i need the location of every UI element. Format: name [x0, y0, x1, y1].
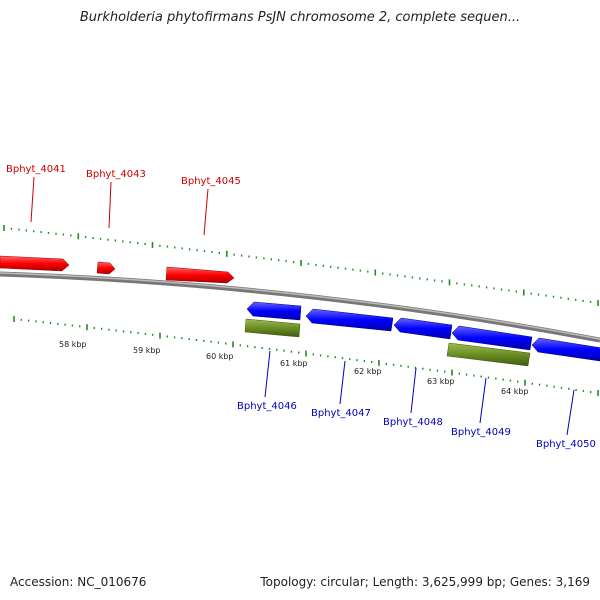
gene-label-bphyt-4045[interactable]: Bphyt_4045	[181, 176, 241, 187]
chromosome-backbone-highlight	[0, 272, 600, 340]
gene-label-bphyt-4043[interactable]: Bphyt_4043	[86, 169, 146, 180]
feature-bar-green-2[interactable]	[446, 342, 531, 367]
gene-arrow-bphyt-4048[interactable]	[393, 317, 453, 340]
chromosome-backbone	[0, 271, 600, 343]
feature-bar-green-1[interactable]	[244, 318, 301, 338]
gene-label-bphyt-4047[interactable]: Bphyt_4047	[311, 408, 371, 419]
gene-label-bphyt-4050[interactable]: Bphyt_4050	[536, 439, 596, 450]
scale-label-58kbp: 58 kbp	[59, 340, 87, 349]
scale-label-59kbp: 59 kbp	[133, 346, 161, 355]
gene-arrow-bphyt-4047[interactable]	[305, 308, 394, 332]
leader-line-bphyt-4046	[264, 350, 271, 398]
leader-line-bphyt-4048	[410, 367, 417, 414]
gene-label-bphyt-4041[interactable]: Bphyt_4041	[6, 164, 66, 175]
scale-label-60kbp: 60 kbp	[206, 352, 234, 361]
leader-line-bphyt-4047	[339, 360, 346, 405]
gene-label-bphyt-4049[interactable]: Bphyt_4049	[451, 427, 511, 438]
leader-line-bphyt-4049	[479, 377, 487, 424]
gene-arrow-bphyt-4049[interactable]	[451, 325, 533, 351]
gene-label-bphyt-4046[interactable]: Bphyt_4046	[237, 401, 297, 412]
leader-line-bphyt-4045	[203, 188, 209, 236]
gene-arrow-bphyt-4043[interactable]	[96, 261, 116, 275]
scale-label-61kbp: 61 kbp	[280, 359, 308, 368]
gene-label-bphyt-4048[interactable]: Bphyt_4048	[383, 417, 443, 428]
leader-line-bphyt-4050	[566, 389, 575, 436]
tick-row-bottom	[13, 316, 599, 396]
accession-label: Accession: NC_010676	[10, 575, 147, 589]
scale-label-63kbp: 63 kbp	[427, 377, 455, 386]
topology-summary: Topology: circular; Length: 3,625,999 bp…	[260, 575, 590, 589]
map-title: Burkholderia phytofirmans PsJN chromosom…	[79, 10, 521, 25]
gene-arrow-bphyt-4041[interactable]	[0, 255, 70, 272]
gene-arrow-bphyt-4046[interactable]	[246, 301, 302, 321]
scale-label-62kbp: 62 kbp	[354, 367, 382, 376]
leader-line-bphyt-4043	[108, 181, 112, 229]
gene-arrow-bphyt-4045[interactable]	[165, 266, 235, 284]
leader-line-bphyt-4041	[30, 176, 35, 223]
tick-row-top	[3, 225, 599, 306]
scale-label-64kbp: 64 kbp	[501, 387, 529, 396]
gene-arrow-bphyt-4050[interactable]	[531, 337, 600, 362]
